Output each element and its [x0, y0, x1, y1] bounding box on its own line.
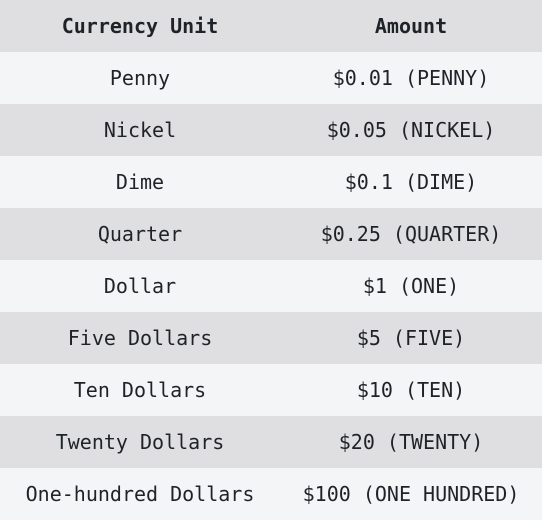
currency-unit-cell: Five Dollars — [67, 326, 213, 350]
column-header-amount: Amount — [374, 14, 448, 38]
currency-unit-cell: Quarter — [97, 222, 183, 246]
amount-cell: $1 (ONE) — [362, 274, 460, 298]
amount-cell: $5 (FIVE) — [356, 326, 466, 350]
table-row: Quarter $0.25 (QUARTER) — [0, 208, 542, 260]
currency-unit-cell: Twenty Dollars — [55, 430, 225, 454]
amount-cell: $0.05 (NICKEL) — [326, 118, 496, 142]
amount-cell: $0.01 (PENNY) — [332, 66, 490, 90]
amount-cell: $20 (TWENTY) — [338, 430, 484, 454]
currency-unit-cell: Penny — [109, 66, 171, 90]
currency-unit-cell: One-hundred Dollars — [25, 482, 255, 506]
table-row: Twenty Dollars $20 (TWENTY) — [0, 416, 542, 468]
amount-cell: $0.25 (QUARTER) — [320, 222, 502, 246]
table-header: Currency Unit Amount — [0, 0, 542, 52]
table-row: Five Dollars $5 (FIVE) — [0, 312, 542, 364]
amount-cell: $10 (TEN) — [356, 378, 466, 402]
column-header-currency-unit: Currency Unit — [61, 14, 219, 38]
amount-cell: $0.1 (DIME) — [344, 170, 478, 194]
header-row: Currency Unit Amount — [0, 0, 542, 52]
table-body: Penny $0.01 (PENNY) Nickel $0.05 (NICKEL… — [0, 52, 542, 520]
currency-unit-cell: Nickel — [103, 118, 177, 142]
currency-unit-cell: Ten Dollars — [73, 378, 207, 402]
currency-unit-cell: Dime — [115, 170, 165, 194]
amount-cell: $100 (ONE HUNDRED) — [302, 482, 520, 506]
table-row: Nickel $0.05 (NICKEL) — [0, 104, 542, 156]
currency-unit-cell: Dollar — [103, 274, 177, 298]
table-row: Ten Dollars $10 (TEN) — [0, 364, 542, 416]
table-row: Dime $0.1 (DIME) — [0, 156, 542, 208]
table-row: Dollar $1 (ONE) — [0, 260, 542, 312]
table-row: Penny $0.01 (PENNY) — [0, 52, 542, 104]
table-row: One-hundred Dollars $100 (ONE HUNDRED) — [0, 468, 542, 520]
